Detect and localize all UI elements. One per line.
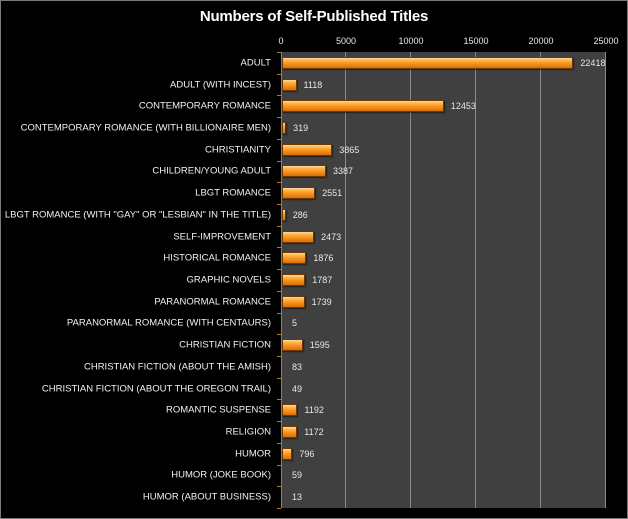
x-tick-label: 25000 [593, 36, 619, 46]
y-tick [277, 356, 281, 357]
bar [282, 208, 286, 221]
y-tick [277, 182, 281, 184]
data-label: 83 [292, 361, 303, 372]
y-tick [277, 204, 281, 205]
category-label: CHRISTIAN FICTION (ABOUT THE OREGON TRAI… [41, 383, 271, 395]
category-label: CHRISTIAN FICTION [179, 339, 271, 351]
bar [282, 447, 293, 460]
y-tick [277, 225, 281, 227]
data-label: 1739 [311, 296, 332, 307]
data-label: 1118 [303, 79, 323, 90]
bar [282, 78, 297, 91]
data-label: 286 [292, 209, 308, 220]
category-label: ROMANTIC SUSPENSE [165, 404, 271, 416]
plot-area [281, 52, 606, 508]
bar [282, 230, 315, 243]
data-label: 49 [292, 383, 303, 394]
y-tick [277, 269, 281, 271]
x-tick-label: 5000 [335, 36, 357, 46]
data-label: 3865 [339, 144, 360, 155]
y-tick [277, 312, 281, 314]
category-label: GRAPHIC NOVELS [186, 274, 271, 286]
y-tick [277, 117, 281, 119]
y-tick [277, 486, 281, 488]
data-label: 3387 [333, 166, 354, 177]
y-tick [277, 290, 281, 292]
data-label: 2473 [321, 231, 342, 242]
y-tick [277, 464, 281, 466]
x-tick-label: 15000 [463, 36, 489, 46]
y-tick [277, 399, 281, 401]
x-tick-label: 10000 [398, 36, 424, 46]
gridline [410, 52, 411, 508]
data-label: 5 [292, 318, 298, 329]
y-tick [277, 138, 281, 140]
y-tick [277, 377, 281, 379]
category-label: HISTORICAL ROMANCE [163, 252, 271, 264]
category-label: HUMOR (JOKE BOOK) [171, 469, 271, 481]
data-label: 1192 [304, 405, 324, 416]
data-label: 1876 [313, 253, 334, 264]
category-label: LBGT ROMANCE (WITH "GAY" OR "LESBIAN" IN… [4, 209, 271, 221]
data-label: 1595 [309, 340, 330, 351]
bar [282, 100, 444, 113]
bar [282, 165, 327, 178]
bar [282, 295, 305, 308]
y-tick [277, 334, 281, 336]
category-label: CHRISTIANITY [205, 144, 271, 156]
bar [282, 339, 303, 352]
category-label: HUMOR [235, 448, 271, 460]
data-label: 796 [299, 448, 315, 459]
bar [282, 187, 316, 200]
y-tick [277, 442, 281, 444]
gridline [345, 52, 346, 508]
data-label: 22418 [580, 57, 606, 68]
data-label: 2551 [322, 188, 343, 199]
data-label: 12453 [450, 101, 476, 112]
chart-title: Numbers of Self-Published Titles [199, 8, 429, 25]
gridline [540, 52, 541, 508]
category-label: CHRISTIAN FICTION (ABOUT THE AMISH) [83, 361, 271, 373]
y-tick [277, 52, 281, 53]
bar [282, 274, 306, 286]
category-label: ADULT [240, 57, 271, 69]
category-label: CHILDREN/YOUNG ADULT [152, 165, 271, 177]
gridline [605, 52, 606, 508]
category-label: CONTEMPORARY ROMANCE [138, 100, 271, 112]
y-axis-line [281, 52, 282, 508]
category-label: RELIGION [225, 426, 271, 438]
data-label: 1787 [312, 275, 333, 285]
data-label: 319 [293, 123, 309, 133]
bar [282, 122, 287, 134]
category-label: LBGT ROMANCE [195, 187, 271, 199]
category-label: HUMOR (ABOUT BUSINESS) [142, 491, 271, 503]
gridline [475, 52, 476, 508]
category-label: ADULT (WITH INCEST) [170, 79, 271, 91]
data-label: 59 [292, 470, 303, 481]
bar [282, 404, 298, 417]
y-tick [277, 73, 281, 75]
category-label: SELF-IMPROVEMENT [173, 231, 271, 243]
data-label: 1172 [304, 427, 324, 437]
bar [282, 426, 298, 438]
category-label: PARANORMAL ROMANCE [154, 296, 271, 308]
category-label: CONTEMPORARY ROMANCE (WITH BILLIONAIRE M… [20, 122, 271, 134]
data-label: 13 [292, 492, 303, 503]
y-tick [277, 247, 281, 249]
x-tick-label: 20000 [528, 36, 554, 46]
bar [282, 56, 574, 69]
category-label: PARANORMAL ROMANCE (WITH CENTAURS) [66, 317, 271, 329]
bar [282, 143, 333, 156]
bar [282, 252, 307, 265]
y-tick [277, 421, 281, 423]
x-tick-label: 0 [278, 36, 284, 46]
y-tick [277, 95, 281, 97]
y-tick [277, 508, 281, 509]
y-tick [277, 160, 281, 162]
